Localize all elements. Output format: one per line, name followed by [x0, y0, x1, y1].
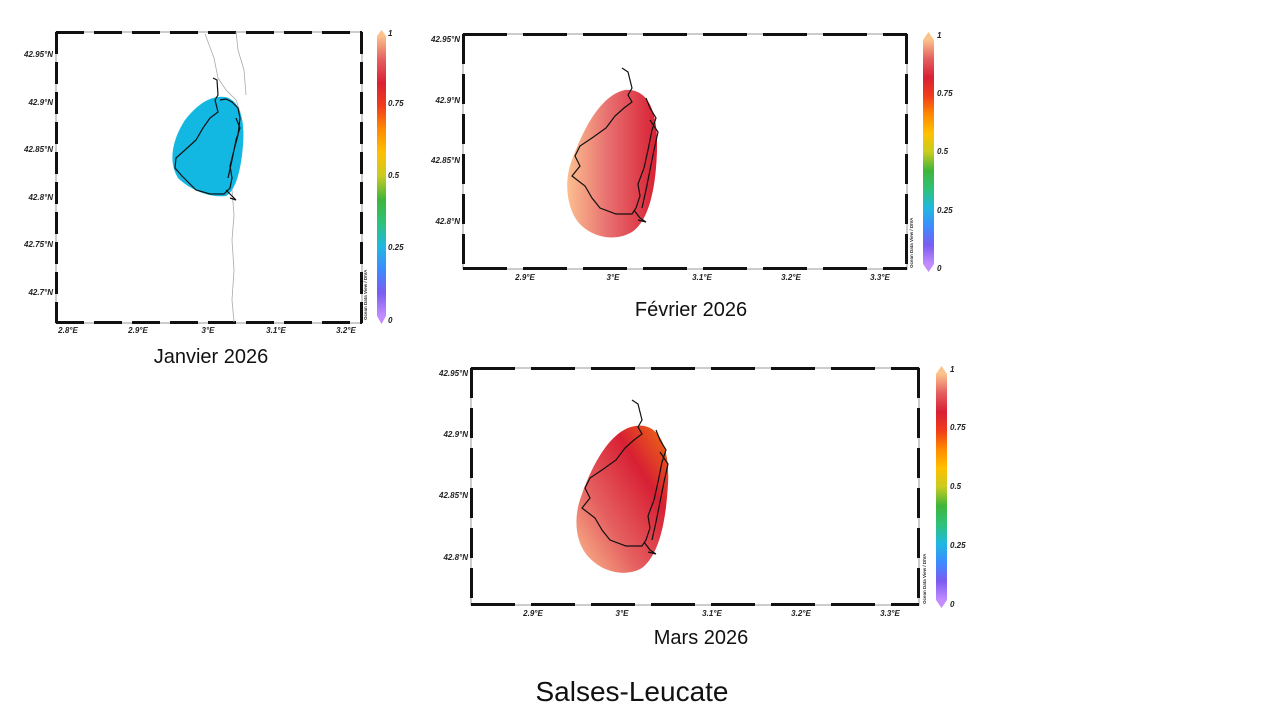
- colorbar-tick: 0.5: [937, 147, 949, 156]
- colorbar: 1 0.75 0.5 0.25 0 Ocean Data View / DIVA: [922, 365, 966, 609]
- lon-ticks: 2.8°E 2.9°E 3°E 3.1°E 3.2°E: [57, 326, 356, 335]
- lat-tick: 42.95°N: [430, 35, 460, 44]
- lagoon-outline: [571, 67, 659, 223]
- colorbar-ramp: [936, 374, 947, 600]
- colorbar-tick: 1: [950, 365, 955, 374]
- lon-tick: 3.2°E: [781, 273, 801, 282]
- colorbar: 1 0.75 0.5 0.25 0 Ocean Data View / DIVA: [909, 31, 953, 273]
- lon-tick: 3.1°E: [702, 609, 722, 618]
- colorbar-tick: 0: [937, 264, 942, 273]
- colorbar-tick: 0: [950, 600, 955, 609]
- colorbar-tick: 0.5: [388, 171, 400, 180]
- lagoon-outline: [174, 77, 241, 201]
- frame-dashes: [462, 33, 908, 270]
- panel-caption: Mars 2026: [653, 627, 749, 649]
- lat-tick: 42.85°N: [430, 156, 460, 165]
- lagoon-fill-mars: [576, 425, 669, 573]
- frame-dashes: [470, 367, 920, 606]
- lat-tick: 42.85°N: [438, 491, 468, 500]
- colorbar-tick: 0.25: [388, 243, 404, 252]
- lat-tick: 42.7°N: [27, 288, 53, 297]
- lon-tick: 2.9°E: [127, 326, 148, 335]
- colorbar-bottom-arrow: [377, 316, 386, 324]
- lon-tick: 2.9°E: [514, 273, 535, 282]
- colorbar-tick: 0: [388, 316, 393, 325]
- map-panel-janvier: 2.8°E 2.9°E 3°E 3.1°E 3.2°E 42.95°N 42.9…: [0, 0, 420, 368]
- odv-credit: Ocean Data View / DIVA: [909, 217, 914, 268]
- lat-tick: 42.8°N: [434, 217, 460, 226]
- colorbar-tick: 0.5: [950, 482, 962, 491]
- colorbar-tick: 0.25: [950, 541, 966, 550]
- colorbar-tick: 1: [937, 31, 942, 40]
- lat-ticks: 42.95°N 42.9°N 42.85°N 42.8°N 42.75°N 42…: [23, 50, 53, 297]
- map-frame: [470, 367, 920, 606]
- colorbar-tick: 0.75: [950, 423, 966, 432]
- map-fevrier: 2.9°E 3°E 3.1°E 3.2°E 3.3°E 42.95°N 42.9…: [430, 31, 953, 282]
- colorbar-top-arrow: [377, 30, 386, 36]
- lat-tick: 42.75°N: [23, 240, 53, 249]
- lagoon-outline: [581, 399, 669, 555]
- lon-tick: 3°E: [616, 609, 630, 618]
- lat-tick: 42.9°N: [434, 96, 460, 105]
- map-mars: 2.9°E 3°E 3.1°E 3.2°E 3.3°E 42.95°N 42.9…: [438, 365, 966, 618]
- odv-credit: Ocean Data View / DIVA: [922, 553, 927, 604]
- lat-tick: 42.8°N: [27, 193, 53, 202]
- colorbar-top-arrow: [936, 366, 947, 374]
- map-janvier: 2.8°E 2.9°E 3°E 3.1°E 3.2°E 42.95°N 42.9…: [23, 29, 404, 335]
- colorbar-top-arrow: [923, 32, 934, 40]
- panel-caption: Février 2026: [634, 299, 748, 321]
- lon-tick: 3.1°E: [692, 273, 712, 282]
- lon-tick: 3.3°E: [870, 273, 890, 282]
- colorbar-tick: 0.75: [937, 89, 953, 98]
- lon-tick: 3.2°E: [791, 609, 811, 618]
- colorbar-ramp: [377, 36, 386, 316]
- colorbar-tick: 0.25: [937, 206, 953, 215]
- lon-ticks: 2.9°E 3°E 3.1°E 3.2°E 3.3°E: [522, 609, 900, 618]
- colorbar-tick: 0.75: [388, 99, 404, 108]
- lon-tick: 3°E: [607, 273, 621, 282]
- lat-tick: 42.85°N: [23, 145, 53, 154]
- lat-tick: 42.9°N: [27, 98, 53, 107]
- colorbar-bottom-arrow: [923, 264, 934, 272]
- lat-tick: 42.95°N: [438, 369, 468, 378]
- lon-tick: 2.9°E: [522, 609, 543, 618]
- lon-tick: 3.3°E: [880, 609, 900, 618]
- lon-ticks: 2.9°E 3°E 3.1°E 3.2°E 3.3°E: [514, 273, 890, 282]
- lon-tick: 2.8°E: [57, 326, 78, 335]
- lagoon-fill-janvier: [172, 96, 244, 197]
- lat-tick: 42.9°N: [442, 430, 468, 439]
- map-panel-fevrier: 2.9°E 3°E 3.1°E 3.2°E 3.3°E 42.95°N 42.9…: [410, 20, 970, 330]
- page-title: Salses-Leucate: [535, 676, 729, 707]
- map-frame: [462, 33, 908, 270]
- lagoon-fill-fevrier: [567, 89, 658, 238]
- colorbar: 1 0.75 0.5 0.25 0 Ocean Data View / DIVA: [363, 29, 404, 325]
- colorbar-bottom-arrow: [936, 600, 947, 608]
- lon-tick: 3.1°E: [266, 326, 286, 335]
- lat-ticks: 42.95°N 42.9°N 42.85°N 42.8°N: [438, 369, 468, 562]
- lat-tick: 42.95°N: [23, 50, 53, 59]
- colorbar-tick: 1: [388, 29, 393, 38]
- frame-dashes: [55, 31, 363, 324]
- colorbar-ramp: [923, 40, 934, 264]
- odv-credit: Ocean Data View / DIVA: [363, 269, 368, 320]
- lat-tick: 42.8°N: [442, 553, 468, 562]
- lon-tick: 3°E: [202, 326, 216, 335]
- lon-tick: 3.2°E: [336, 326, 356, 335]
- panel-caption: Janvier 2026: [153, 346, 269, 368]
- lat-ticks: 42.95°N 42.9°N 42.85°N 42.8°N: [430, 35, 460, 226]
- map-panel-mars: 2.9°E 3°E 3.1°E 3.2°E 3.3°E 42.95°N 42.9…: [420, 354, 980, 664]
